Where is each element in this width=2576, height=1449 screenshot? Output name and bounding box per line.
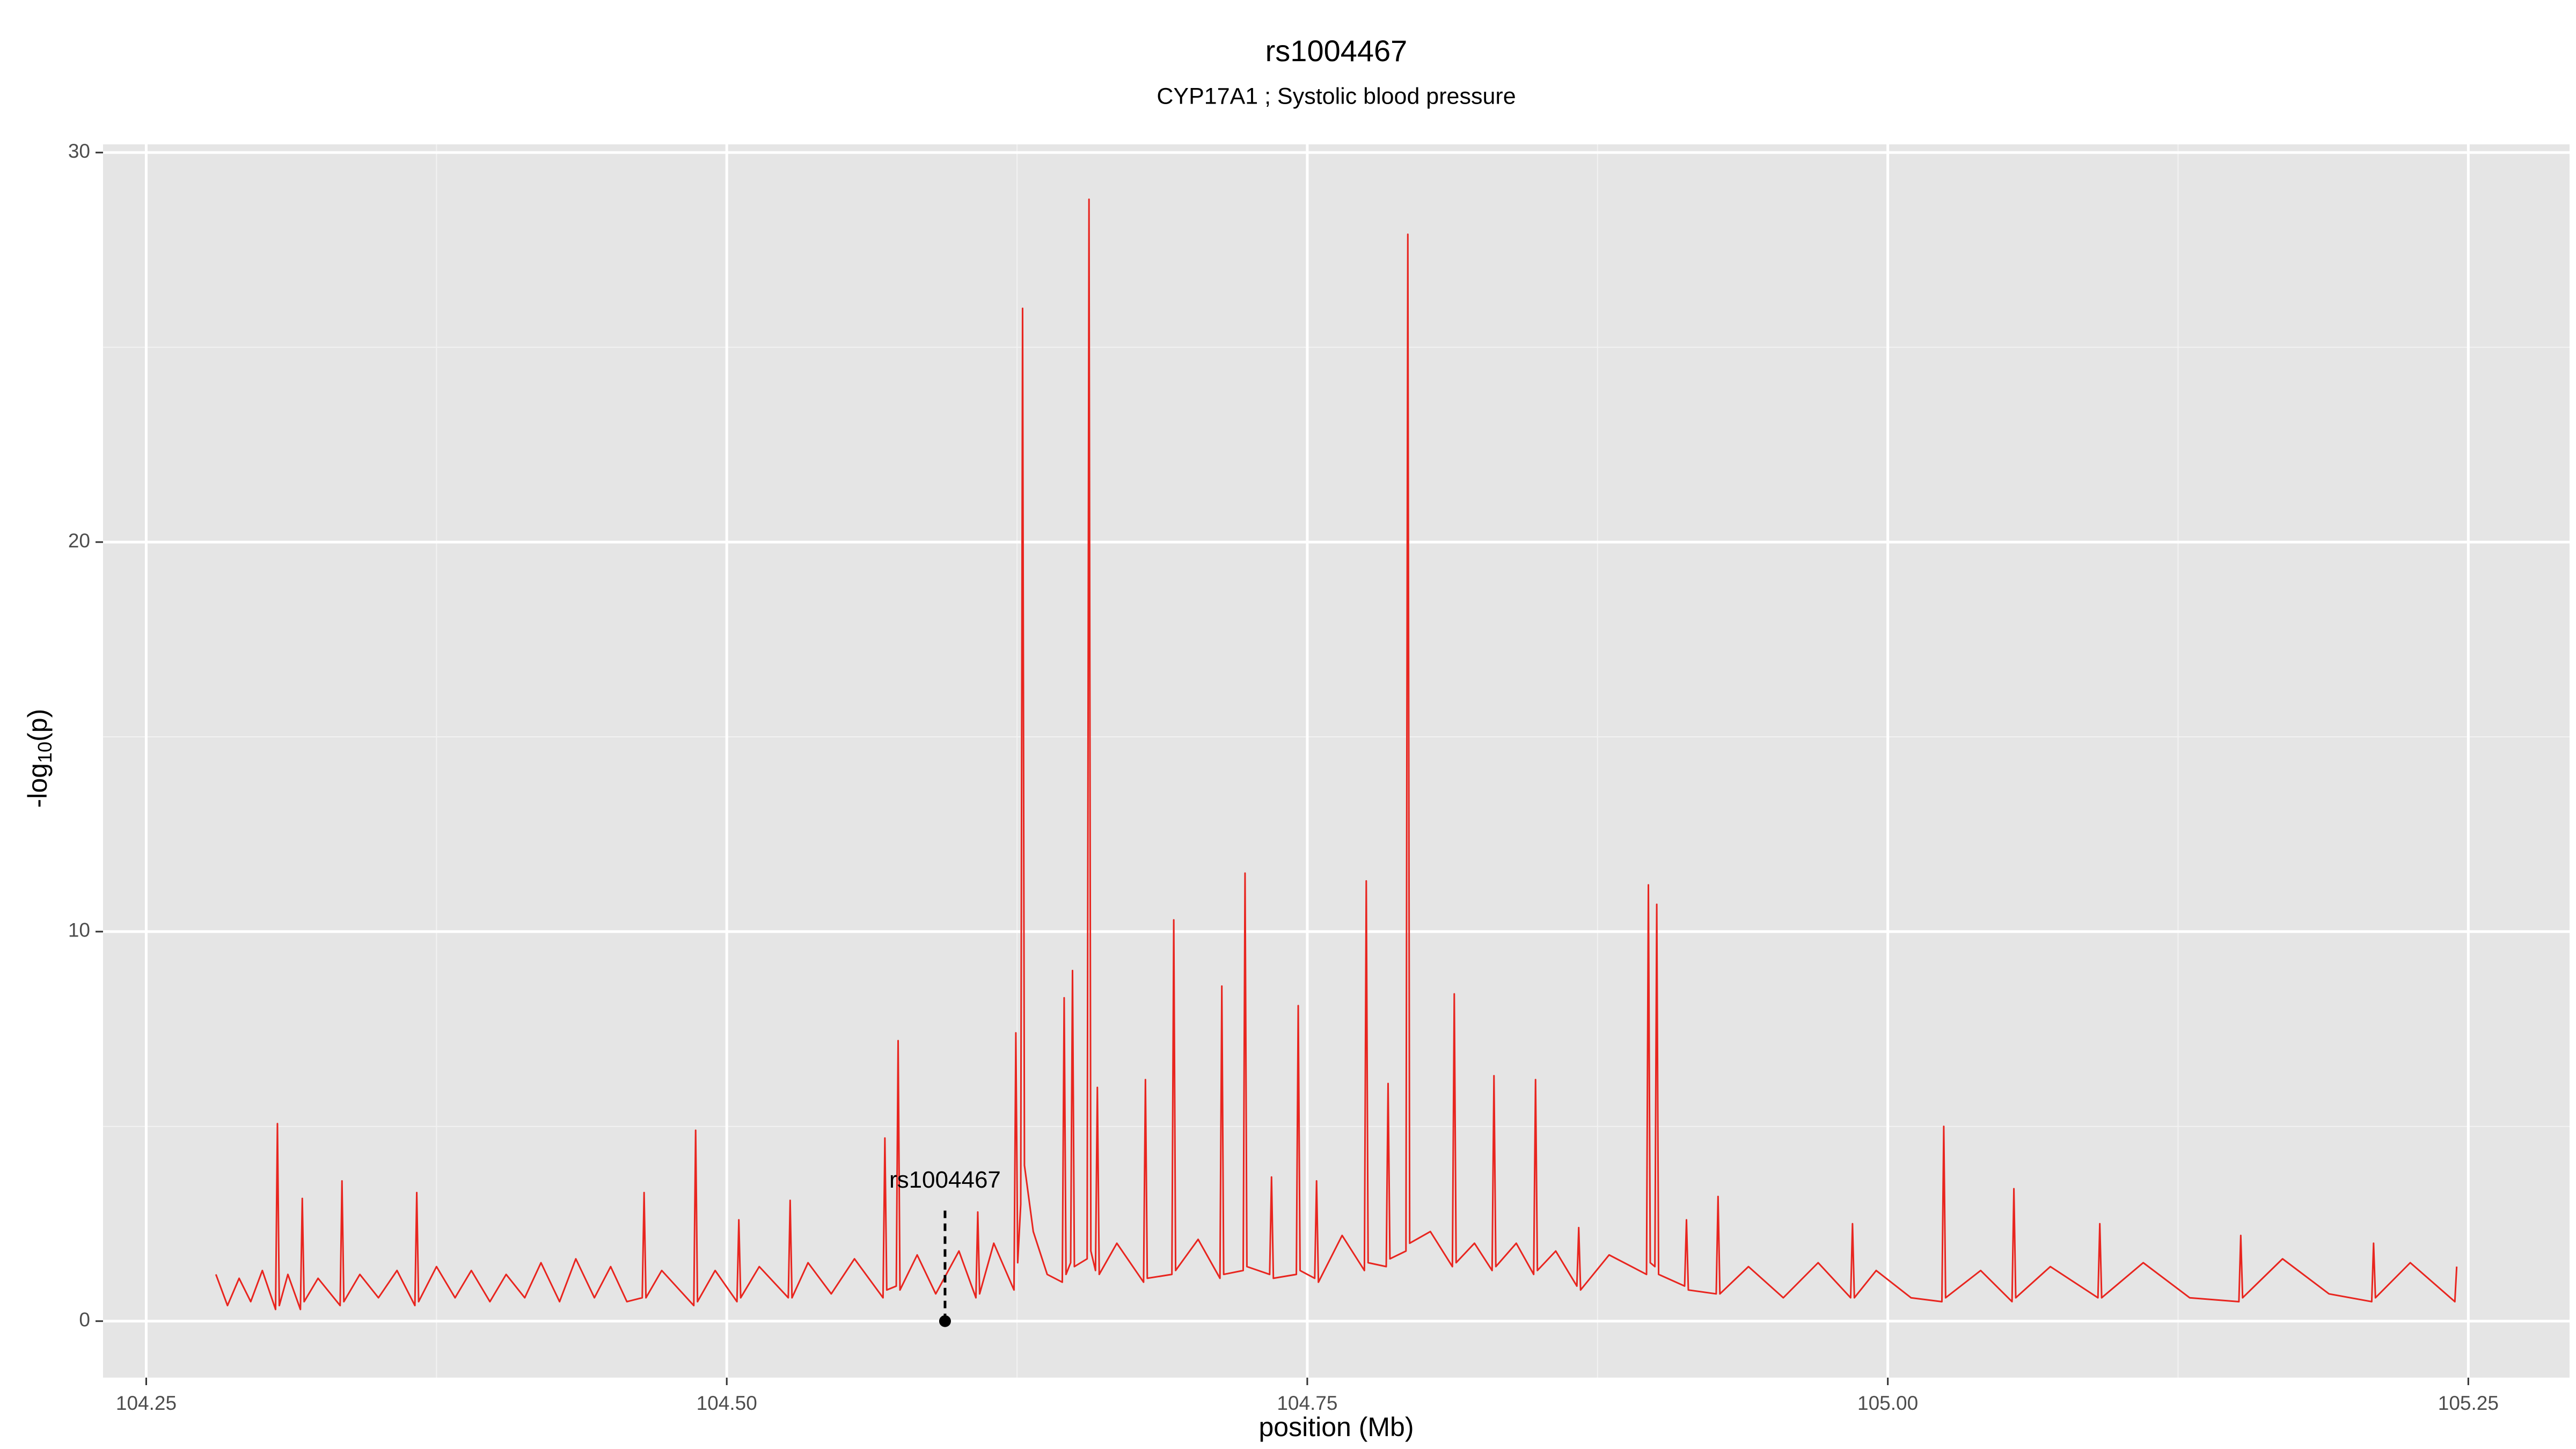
line-series <box>215 198 2458 1311</box>
annotation-point <box>939 1315 951 1327</box>
x-axis-title: position (Mb) <box>1259 1412 1414 1442</box>
x-tick-label: 104.25 <box>116 1392 177 1414</box>
x-tick-label: 105.25 <box>2438 1392 2499 1414</box>
y-axis-title-main: -log <box>23 763 53 808</box>
chart-title: rs1004467 <box>1265 34 1408 68</box>
x-tick-label: 105.00 <box>1857 1392 1918 1414</box>
x-tick-label: 104.75 <box>1277 1392 1337 1414</box>
y-axis-title: -log10(p) <box>23 709 55 808</box>
y-tick-label: 10 <box>68 919 90 941</box>
plot-panel <box>103 144 2570 1378</box>
y-axis-title-tail: (p) <box>23 709 53 742</box>
y-axis-title-sub: 10 <box>34 742 56 763</box>
annotation-label: rs1004467 <box>889 1167 1001 1193</box>
y-tick-label: 0 <box>79 1309 90 1331</box>
x-tick-label: 104.50 <box>697 1392 757 1414</box>
y-tick-label: 20 <box>68 530 90 552</box>
y-tick-label: 30 <box>68 140 90 162</box>
chart-subtitle: CYP17A1 ; Systolic blood pressure <box>1157 83 1516 109</box>
